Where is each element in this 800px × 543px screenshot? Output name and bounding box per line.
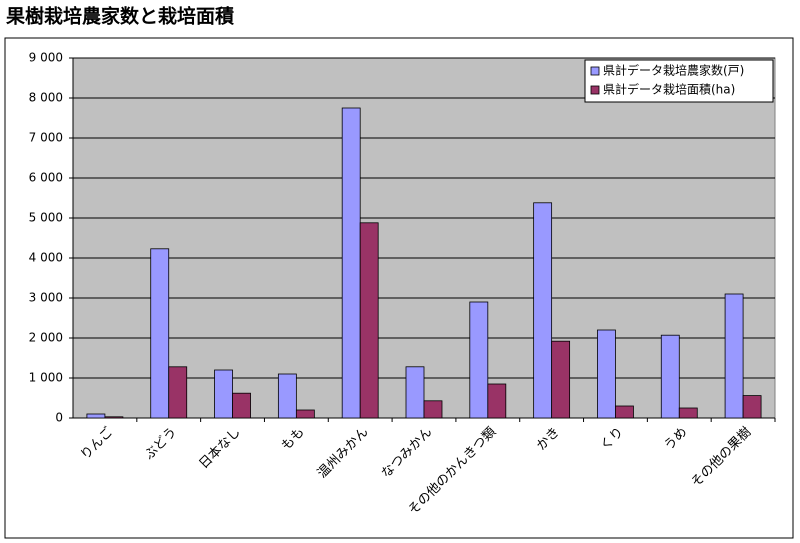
- y-tick-label: 0: [55, 411, 63, 425]
- bar: [724, 293, 744, 419]
- bar: [405, 366, 425, 419]
- bar: [341, 107, 361, 419]
- legend-label: 県計データ栽培面積(ha): [603, 82, 735, 97]
- y-tick-label: 4 000: [29, 251, 63, 265]
- bar: [678, 407, 698, 419]
- bar: [660, 334, 680, 419]
- bar: [597, 329, 616, 419]
- bar: [232, 392, 251, 419]
- plot-area: [72, 57, 776, 419]
- bar: [214, 369, 233, 419]
- y-tick-label: 5 000: [29, 211, 63, 225]
- bar: [295, 409, 315, 419]
- bar: [86, 413, 106, 419]
- bar: [423, 400, 443, 419]
- legend-box: [584, 59, 774, 103]
- y-tick-label: 9 000: [29, 51, 63, 65]
- legend-swatch: [590, 66, 600, 76]
- y-tick-label: 3 000: [29, 291, 63, 305]
- y-tick-label: 2 000: [29, 331, 63, 345]
- legend-swatch: [590, 85, 600, 95]
- bar: [168, 366, 188, 419]
- y-tick-label: 1 000: [29, 371, 63, 385]
- bar: [469, 301, 489, 419]
- bar: [150, 248, 170, 419]
- y-tick-label: 7 000: [29, 131, 63, 145]
- bar: [487, 383, 507, 419]
- bar: [359, 222, 379, 419]
- bar: [104, 416, 124, 419]
- y-tick-label: 6 000: [29, 171, 63, 185]
- bar: [615, 405, 634, 419]
- bar: [742, 395, 762, 419]
- bar: [551, 340, 571, 419]
- y-tick-label: 8 000: [29, 91, 63, 105]
- bar: [277, 373, 297, 419]
- bar: [533, 202, 553, 419]
- legend-label: 県計データ栽培農家数(戸): [603, 63, 744, 78]
- chart-title: 果樹栽培農家数と栽培面積: [5, 5, 234, 28]
